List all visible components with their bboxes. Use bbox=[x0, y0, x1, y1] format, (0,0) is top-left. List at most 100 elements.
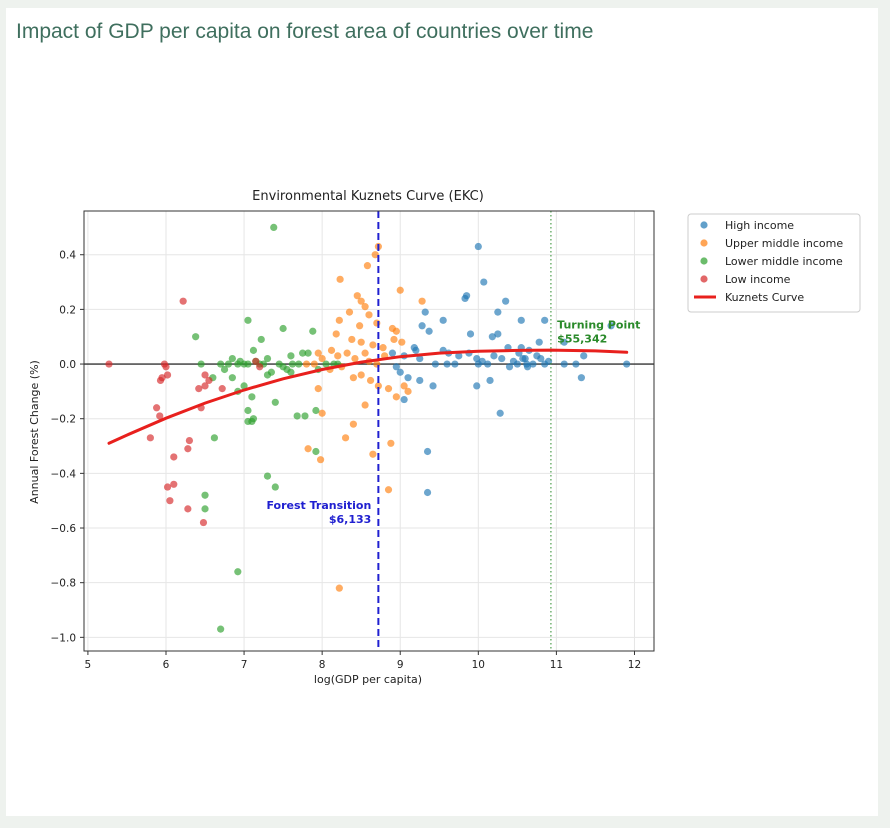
data-point bbox=[244, 316, 252, 324]
data-point bbox=[263, 472, 272, 480]
data-point bbox=[218, 385, 226, 393]
data-point bbox=[466, 330, 475, 338]
plot-area: Forest Transition$6,133 Turning Point$55,… bbox=[51, 210, 655, 671]
data-point bbox=[184, 445, 192, 453]
turning-point-label: Turning Point bbox=[557, 319, 640, 332]
data-point bbox=[201, 491, 209, 499]
chart-title: Environmental Kuznets Curve (EKC) bbox=[252, 189, 484, 204]
y-tick-label: 0.2 bbox=[59, 304, 76, 316]
data-point bbox=[351, 354, 359, 363]
data-point bbox=[224, 360, 233, 368]
data-point bbox=[179, 297, 187, 305]
data-point bbox=[387, 439, 395, 447]
data-point bbox=[412, 346, 420, 354]
data-point bbox=[357, 371, 365, 379]
y-axis-label: Annual Forest Change (%) bbox=[28, 360, 41, 504]
data-point bbox=[371, 251, 379, 259]
data-point bbox=[257, 335, 265, 344]
data-point bbox=[361, 401, 369, 409]
data-point bbox=[287, 368, 295, 376]
data-point bbox=[217, 625, 225, 633]
data-point bbox=[341, 434, 350, 442]
data-point bbox=[228, 354, 236, 363]
x-tick-label: 7 bbox=[241, 659, 248, 671]
data-point bbox=[312, 447, 320, 456]
data-point bbox=[279, 324, 287, 333]
data-point bbox=[400, 382, 408, 390]
data-point bbox=[170, 453, 178, 461]
data-point bbox=[192, 333, 200, 341]
data-point bbox=[498, 354, 506, 363]
x-tick-label: 12 bbox=[628, 659, 641, 671]
data-point bbox=[310, 360, 318, 368]
legend-marker bbox=[700, 257, 708, 265]
data-point bbox=[293, 412, 301, 420]
data-point bbox=[185, 436, 194, 445]
data-point bbox=[455, 352, 463, 360]
data-point bbox=[217, 360, 225, 368]
data-point bbox=[256, 363, 264, 371]
data-point bbox=[384, 486, 393, 494]
legend-label: High income bbox=[725, 219, 794, 232]
data-point bbox=[332, 330, 340, 338]
legend-marker bbox=[700, 221, 708, 229]
data-point bbox=[443, 360, 451, 368]
data-point bbox=[335, 584, 343, 592]
data-point bbox=[529, 360, 537, 368]
data-point bbox=[560, 338, 568, 346]
data-point bbox=[388, 349, 397, 357]
data-point bbox=[105, 360, 113, 368]
data-point bbox=[312, 406, 320, 415]
data-point bbox=[146, 434, 154, 442]
data-point bbox=[252, 357, 260, 365]
data-point bbox=[488, 333, 496, 341]
data-point bbox=[523, 363, 532, 371]
data-point bbox=[416, 376, 424, 385]
legend-marker bbox=[700, 239, 708, 247]
data-point bbox=[451, 360, 459, 368]
data-point bbox=[517, 316, 525, 324]
data-point bbox=[384, 385, 393, 393]
data-point bbox=[166, 497, 174, 505]
data-point bbox=[421, 308, 429, 316]
data-point bbox=[473, 354, 481, 363]
data-point bbox=[156, 412, 164, 420]
data-point bbox=[361, 349, 369, 357]
data-point bbox=[249, 415, 258, 423]
data-point bbox=[271, 398, 279, 406]
data-point bbox=[494, 330, 502, 338]
data-point bbox=[423, 488, 432, 497]
data-point bbox=[163, 483, 172, 491]
data-point bbox=[201, 505, 209, 513]
x-tick-label: 5 bbox=[85, 659, 92, 671]
data-point bbox=[210, 434, 218, 442]
legend-label: Upper middle income bbox=[725, 237, 843, 250]
data-point bbox=[304, 349, 312, 357]
y-tick-label: −1.0 bbox=[51, 632, 77, 644]
data-point bbox=[205, 376, 213, 385]
data-point bbox=[541, 316, 549, 324]
data-point bbox=[418, 297, 426, 305]
data-point bbox=[334, 352, 342, 360]
data-point bbox=[496, 409, 504, 417]
data-point bbox=[295, 360, 303, 368]
data-point bbox=[299, 349, 307, 357]
y-tick-label: −0.4 bbox=[51, 468, 77, 480]
data-point bbox=[474, 242, 482, 251]
data-point bbox=[369, 450, 377, 458]
data-point bbox=[162, 363, 170, 371]
data-point bbox=[513, 360, 521, 368]
y-tick-label: −0.8 bbox=[51, 578, 77, 590]
data-point bbox=[572, 360, 580, 368]
data-point bbox=[365, 311, 373, 319]
data-point bbox=[494, 308, 502, 316]
data-point bbox=[249, 346, 258, 354]
data-point bbox=[318, 354, 326, 363]
data-point bbox=[199, 518, 208, 527]
data-point bbox=[244, 360, 252, 368]
data-point bbox=[356, 322, 364, 330]
ekc-chart: Environmental Kuznets Curve (EKC) log(GD… bbox=[28, 189, 861, 686]
data-point bbox=[248, 393, 256, 401]
data-point bbox=[461, 294, 469, 303]
data-point bbox=[348, 335, 356, 344]
